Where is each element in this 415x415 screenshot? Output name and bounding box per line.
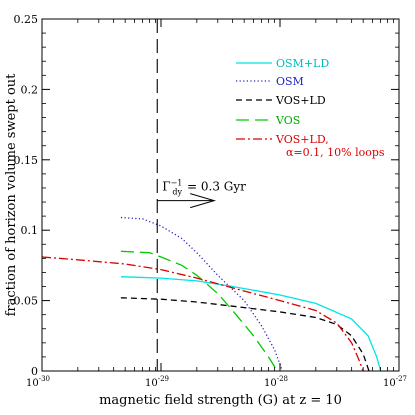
series-line-2 (120, 297, 370, 372)
y-tick-label: 0.15 (14, 154, 39, 167)
y-tick-label: 0.2 (21, 83, 39, 96)
legend: OSM+LD OSM VOS+LD VOS VOS+LD,α=0.1, 10% loop… (236, 57, 385, 159)
axes: 0 0.05 0.1 0.15 0.2 0.25 10-30 10-29 10-28 10-27 (14, 13, 408, 389)
series-line-3 (120, 250, 278, 372)
annotation-label: Γ−1 dy = 0.3 Gyr (162, 179, 246, 197)
y-tick-label: 0.25 (14, 13, 39, 26)
legend-label-0: OSM+LD (276, 57, 329, 70)
y-tick-label: 0.05 (14, 295, 39, 308)
series-line-0 (120, 276, 382, 372)
x-tick-label: 10-30 (26, 375, 50, 389)
legend-label-2: VOS+LD (275, 94, 326, 107)
y-tick-label: 0 (31, 365, 38, 378)
x-tick-label: 10-27 (383, 375, 407, 389)
annotation-arrow-head (190, 193, 216, 209)
plot-frame (41, 18, 400, 372)
series-line-4 (41, 256, 364, 372)
x-tick-label: 10-28 (264, 375, 288, 389)
x-tick-label: 10-29 (145, 375, 169, 389)
legend-label-1: OSM (276, 75, 304, 88)
legend-label-4-line2: α=0.1, 10% loops (286, 146, 385, 159)
y-tick-label: 0.1 (21, 224, 39, 237)
legend-label-4: VOS+LD, (275, 133, 329, 146)
legend-label-3: VOS (275, 114, 300, 127)
x-axis-label: magnetic field strength (G) at z = 10 (99, 393, 342, 408)
series-line-1 (120, 216, 284, 372)
y-axis-label: fraction of horizon volume swept out (4, 73, 19, 317)
annotation-arrow-group: Γ−1 dy = 0.3 Gyr (157, 179, 246, 209)
series-curves (41, 216, 382, 372)
